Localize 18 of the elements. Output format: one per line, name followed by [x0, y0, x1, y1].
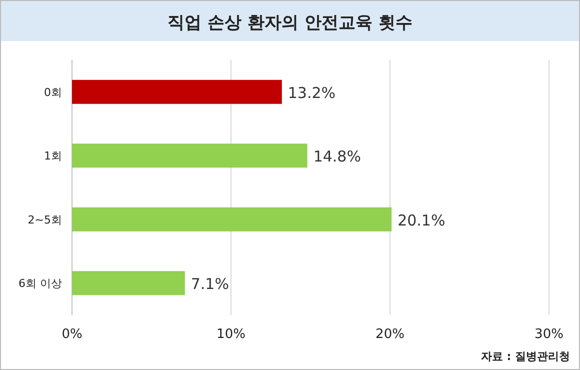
x-tick-label: 10% [216, 327, 246, 342]
data-label: 14.8% [313, 148, 361, 166]
data-label: 13.2% [288, 84, 336, 102]
bar [72, 144, 308, 168]
x-tick-label: 0% [62, 327, 82, 342]
data-label: 7.1% [190, 275, 229, 294]
y-tick-label: 2~5회 [28, 213, 62, 226]
text: 자료 : 질병관리청 [480, 350, 570, 363]
bar [72, 80, 282, 104]
data-label: 20.1% [398, 211, 446, 230]
y-tick-label: 0회 [44, 86, 62, 99]
chart-title: 직업 손상 환자의 안전교육 횟수 [168, 13, 412, 33]
bar [72, 207, 392, 232]
y-tick-label: 6회 이상 [18, 277, 62, 290]
y-tick-label: 1회 [44, 150, 62, 163]
bar [72, 271, 185, 296]
x-tick-label: 20% [376, 327, 404, 342]
x-tick-label: 30% [534, 327, 564, 342]
